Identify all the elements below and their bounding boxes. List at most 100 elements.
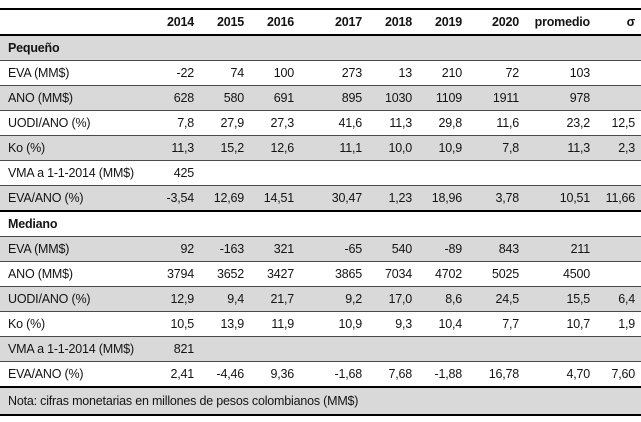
value-cell: 10,7 [525, 311, 596, 337]
value-cell [250, 336, 300, 362]
row-label: ANO (MM$) [0, 261, 155, 287]
value-cell [468, 160, 525, 186]
table-row: UODI/ANO (%) 12,9 9,4 21,7 9,2 17,0 8,6 24,5 15,… [0, 286, 641, 312]
value-cell: 12,5 [596, 110, 641, 136]
value-cell: 9,3 [368, 311, 418, 337]
value-cell: 15,2 [200, 135, 250, 161]
value-cell: 23,2 [525, 110, 596, 136]
table-row: EVA/ANO (%) 2,41 -4,46 9,36 -1,68 7,68 -1,88 16… [0, 361, 641, 388]
section-title: Pequeño [0, 35, 641, 61]
value-cell: 92 [155, 236, 200, 262]
value-cell: 7,8 [468, 135, 525, 161]
column-header-promedio: promedio [525, 8, 596, 36]
value-cell: 24,5 [468, 286, 525, 312]
value-cell: 13,9 [200, 311, 250, 337]
value-cell: 3427 [250, 261, 300, 287]
value-cell: -3,54 [155, 185, 200, 212]
value-cell [596, 336, 641, 362]
value-cell: 273 [300, 60, 368, 86]
value-cell [596, 261, 641, 287]
value-cell: 321 [250, 236, 300, 262]
value-cell: 2,41 [155, 361, 200, 388]
value-cell: 10,51 [525, 185, 596, 212]
value-cell: 7,7 [468, 311, 525, 337]
table-row: EVA (MM$) 92 -163 321 -65 540 -89 843 211 [0, 236, 641, 262]
value-cell: 821 [155, 336, 200, 362]
value-cell: 21,7 [250, 286, 300, 312]
column-header-σ: σ [596, 8, 641, 36]
value-cell: 11,1 [300, 135, 368, 161]
value-cell: 10,4 [418, 311, 468, 337]
value-cell [250, 160, 300, 186]
row-label: ANO (MM$) [0, 85, 155, 111]
value-cell: 9,4 [200, 286, 250, 312]
table-row: VMA a 1-1-2014 (MM$) 425 [0, 160, 641, 186]
value-cell: -1,68 [300, 361, 368, 388]
column-header-2016: 2016 [250, 8, 300, 36]
value-cell [596, 85, 641, 111]
value-cell [368, 160, 418, 186]
value-cell: 2,3 [596, 135, 641, 161]
value-cell: 27,9 [200, 110, 250, 136]
value-cell [200, 160, 250, 186]
value-cell: 74 [200, 60, 250, 86]
value-cell: 13 [368, 60, 418, 86]
value-cell: 3794 [155, 261, 200, 287]
value-cell: 9,2 [300, 286, 368, 312]
value-cell: 210 [418, 60, 468, 86]
row-label: EVA (MM$) [0, 236, 155, 262]
section-header-row: Mediano [0, 211, 641, 237]
value-cell: 10,5 [155, 311, 200, 337]
value-cell: 7,68 [368, 361, 418, 388]
value-cell: -4,46 [200, 361, 250, 388]
table-footer: Nota: cifras monetarias en millones de p… [0, 386, 641, 416]
value-cell: 30,47 [300, 185, 368, 212]
row-label: VMA a 1-1-2014 (MM$) [0, 160, 155, 186]
value-cell: 3652 [200, 261, 250, 287]
row-label: Ko (%) [0, 135, 155, 161]
value-cell: 41,6 [300, 110, 368, 136]
value-cell: 9,36 [250, 361, 300, 388]
value-cell: -65 [300, 236, 368, 262]
value-cell [300, 160, 368, 186]
value-cell [596, 160, 641, 186]
row-label: Ko (%) [0, 311, 155, 337]
value-cell: 72 [468, 60, 525, 86]
value-cell: 1109 [418, 85, 468, 111]
value-cell: -1,88 [418, 361, 468, 388]
value-cell: 17,0 [368, 286, 418, 312]
table-row: ANO (MM$) 628 580 691 895 1030 1109 1911 978 [0, 85, 641, 111]
value-cell: 11,6 [468, 110, 525, 136]
value-cell: 978 [525, 85, 596, 111]
value-cell [596, 236, 641, 262]
value-cell [300, 336, 368, 362]
table-row: EVA (MM$) -22 74 100 273 13 210 72 103 [0, 60, 641, 86]
table-row: Ko (%) 10,5 13,9 11,9 10,9 9,3 10,4 7,7 10,7 1,9 [0, 311, 641, 337]
value-cell: 1911 [468, 85, 525, 111]
table-row: EVA/ANO (%) -3,54 12,69 14,51 30,47 1,23 18,96… [0, 185, 641, 212]
table-row: ANO (MM$) 3794 3652 3427 3865 7034 4702 5025 450… [0, 261, 641, 287]
value-cell: 12,9 [155, 286, 200, 312]
value-cell: 14,51 [250, 185, 300, 212]
value-cell [525, 160, 596, 186]
table-row: VMA a 1-1-2014 (MM$) 821 [0, 336, 641, 362]
value-cell: 4,70 [525, 361, 596, 388]
value-cell: 11,3 [155, 135, 200, 161]
table-note: Nota: cifras monetarias en millones de p… [0, 386, 641, 416]
column-header-2018: 2018 [368, 8, 418, 36]
value-cell: -89 [418, 236, 468, 262]
table-row: UODI/ANO (%) 7,8 27,9 27,3 41,6 11,3 29,8 11,6 2… [0, 110, 641, 136]
value-cell: 895 [300, 85, 368, 111]
value-cell [468, 336, 525, 362]
value-cell: 1,23 [368, 185, 418, 212]
value-cell: 18,96 [418, 185, 468, 212]
value-cell: 15,5 [525, 286, 596, 312]
column-header-2017: 2017 [300, 8, 368, 36]
value-cell: 628 [155, 85, 200, 111]
row-label: EVA/ANO (%) [0, 185, 155, 212]
value-cell: 3865 [300, 261, 368, 287]
section-title: Mediano [0, 211, 641, 237]
row-label: UODI/ANO (%) [0, 286, 155, 312]
column-header-2020: 2020 [468, 8, 525, 36]
value-cell [525, 336, 596, 362]
